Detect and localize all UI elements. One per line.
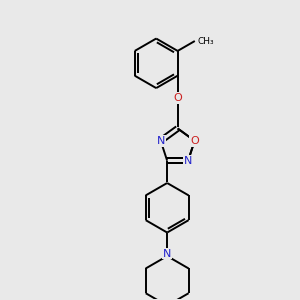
Text: CH₃: CH₃ (197, 37, 214, 46)
Text: O: O (190, 136, 199, 146)
Text: O: O (173, 93, 182, 103)
Text: N: N (163, 249, 171, 259)
Text: N: N (157, 136, 165, 146)
Text: N: N (184, 156, 192, 166)
